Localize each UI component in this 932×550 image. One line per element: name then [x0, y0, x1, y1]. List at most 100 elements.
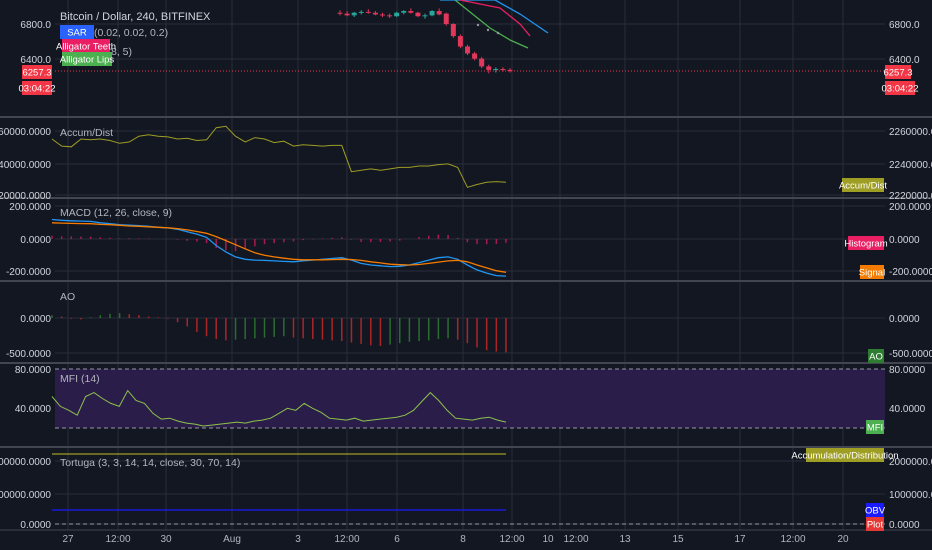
candle-body: [507, 69, 513, 71]
mfi-band: [55, 369, 885, 428]
candle-body: [500, 69, 506, 71]
candle-body: [372, 12, 378, 15]
countdown-badge-left-bg: [22, 81, 52, 95]
right-axis-tick-label: 0.0000: [889, 235, 920, 246]
left-axis-tick-label: 6400.0: [20, 55, 51, 66]
signal-tag-bg: [860, 265, 884, 279]
pane-labels: Bitcoin / Dollar, 240, BITFINEX (0.02, 0.…: [60, 11, 240, 469]
x-axis-tick-label: 6: [394, 534, 400, 545]
plot-tag-bg: [866, 517, 884, 531]
right-axis-tick-label: 2240000.0000: [889, 160, 932, 171]
left-axis-tick-label: 80.0000: [15, 365, 52, 376]
last-price-badge-left: 6257.3: [22, 68, 51, 79]
alligator-teeth-line: [459, 0, 531, 37]
left-axis-tick-label: -500.0000: [6, 349, 51, 360]
alligator-teeth-tag-bg: [62, 39, 110, 53]
right-axis-tick-label: 80.0000: [889, 365, 926, 376]
x-axis-tick-label: Aug: [223, 534, 241, 545]
left-axis-tick-label: 1000000.0000: [0, 490, 51, 501]
candle-body: [344, 13, 350, 16]
chart-series: [51, 0, 885, 525]
sar-tag: SAR: [67, 28, 87, 39]
candle-body: [351, 12, 357, 16]
candle-body: [337, 12, 343, 14]
x-axis-tick-label: 13: [619, 534, 631, 545]
right-axis-tick-label: 1000000.0000: [889, 490, 932, 501]
left-axis-tick-label: 0.0000: [20, 235, 51, 246]
right-axis-tick-label: 0.0000: [889, 520, 920, 531]
axes: 27 12:00 30 Aug 3 12:00 6 8 12:00 10 12:00 13 15 17 12…: [0, 20, 932, 545]
right-axis-tick-label: 40.0000: [889, 404, 926, 415]
signal-tag: Signal: [859, 268, 885, 279]
right-axis-tick-label: 2000000.0000: [889, 457, 932, 468]
x-axis-tick-label: 27: [62, 534, 74, 545]
signal-line: [51, 222, 507, 273]
grid-lines: [55, 0, 885, 530]
plot-tag: Plot: [867, 520, 884, 531]
left-axis-tick-label: 0.0000: [20, 314, 51, 325]
left-axis-tick-label: 6800.0: [20, 20, 51, 31]
countdown-badge-right-bg: [885, 81, 915, 95]
x-axis-tick-label: 3: [295, 534, 301, 545]
x-axis-tick-label: 20: [837, 534, 849, 545]
countdown-badge-left: 03:04:22: [19, 84, 56, 95]
candle-body: [380, 14, 385, 16]
countdown-badge-right: 03:04:22: [882, 84, 919, 95]
x-axis-tick-label: 12:00: [780, 534, 805, 545]
x-axis-tick-label: 8: [460, 534, 466, 545]
sar-params: (0.02, 0.02, 0.2): [94, 27, 168, 39]
ao-tag: AO: [869, 352, 883, 363]
pane-separators[interactable]: [0, 116, 932, 531]
candle-body: [486, 66, 492, 70]
candle-body: [365, 11, 371, 13]
candle-body: [415, 12, 421, 17]
accdist-tag: Accum/Dist: [839, 181, 887, 192]
left-axis-tick-label: 2240000.0000: [0, 160, 51, 171]
tortuga-accumulation-tag-bg: [806, 448, 884, 462]
right-axis-tick-label: 6800.0: [889, 20, 920, 31]
candle-body: [479, 58, 485, 67]
left-axis-tick-label: 2220000.0000: [0, 191, 51, 202]
alligator-teeth-tag: Alligator Teeth: [56, 42, 116, 53]
candle-body: [450, 24, 456, 37]
x-axis-tick-label: 17: [734, 534, 746, 545]
mfi-tag: MFI: [867, 423, 883, 434]
x-axis-tick-label: 15: [672, 534, 684, 545]
series-tags: SAR Alligator Teeth Alligator Lips 6257.3 03…: [19, 25, 919, 531]
sar-tag-bg: [60, 25, 94, 39]
x-axis-tick-label: 12:00: [563, 534, 588, 545]
right-axis-tick-label: 2220000.0000: [889, 191, 932, 202]
obv-tag-bg: [866, 503, 884, 517]
x-axis-tick-label: 12:00: [334, 534, 359, 545]
mfi-line: [51, 389, 507, 427]
sar-dot: [476, 23, 480, 27]
ao-label: AO: [60, 291, 75, 303]
macd-line: [51, 218, 507, 277]
accdist-line: [51, 125, 507, 188]
histogram-tag: Histogram: [844, 239, 887, 250]
candle-body: [422, 15, 428, 17]
left-axis-tick-label: 200.0000: [9, 202, 51, 213]
sar-dot: [496, 31, 500, 35]
chart-title: Bitcoin / Dollar, 240, BITFINEX: [60, 11, 211, 23]
last-price-badge-right: 6257.3: [883, 68, 912, 79]
left-axis-tick-label: 2260000.0000: [0, 127, 51, 138]
mfi-label: MFI (14): [60, 373, 100, 385]
right-axis-tick-label: -500.0000: [889, 349, 932, 360]
x-axis-tick-label: 30: [160, 534, 172, 545]
accdist-tag-bg: [842, 178, 884, 192]
accdist-label: Accum/Dist: [60, 127, 113, 139]
alligator-lips-tag: Alligator Lips: [60, 55, 115, 66]
candle-body: [394, 12, 400, 17]
candle-body: [493, 69, 499, 71]
candle-body: [436, 11, 442, 15]
alligator-lips-tag-bg: [62, 52, 112, 66]
tortuga-accumulation-tag: Accumulation/Distribution: [791, 451, 898, 462]
candle-body: [443, 13, 449, 24]
histogram-tag-bg: [848, 236, 884, 250]
candle-body: [408, 11, 414, 13]
last-price-badge-left-bg: [22, 65, 52, 79]
right-axis-tick-label: 6400.0: [889, 55, 920, 66]
last-price-badge-right-bg: [885, 65, 911, 79]
